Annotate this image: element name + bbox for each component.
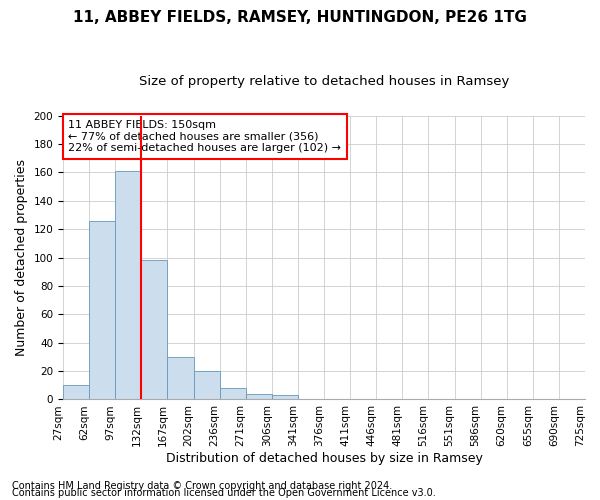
Bar (272, 395, 298, 400)
Bar (220, 388, 246, 400)
Text: 11 ABBEY FIELDS: 150sqm
← 77% of detached houses are smaller (356)
22% of semi-d: 11 ABBEY FIELDS: 150sqm ← 77% of detache… (68, 120, 341, 153)
Bar (115, 171, 142, 400)
Bar (246, 394, 272, 400)
Text: Contains public sector information licensed under the Open Government Licence v3: Contains public sector information licen… (12, 488, 436, 498)
Y-axis label: Number of detached properties: Number of detached properties (15, 159, 28, 356)
Bar (89, 220, 115, 400)
Text: 11, ABBEY FIELDS, RAMSEY, HUNTINGDON, PE26 1TG: 11, ABBEY FIELDS, RAMSEY, HUNTINGDON, PE… (73, 10, 527, 25)
Bar (63, 386, 89, 400)
Title: Size of property relative to detached houses in Ramsey: Size of property relative to detached ho… (139, 75, 509, 88)
Bar (167, 357, 194, 400)
Bar (194, 371, 220, 400)
Text: Contains HM Land Registry data © Crown copyright and database right 2024.: Contains HM Land Registry data © Crown c… (12, 481, 392, 491)
Bar (142, 260, 167, 400)
X-axis label: Distribution of detached houses by size in Ramsey: Distribution of detached houses by size … (166, 452, 482, 465)
